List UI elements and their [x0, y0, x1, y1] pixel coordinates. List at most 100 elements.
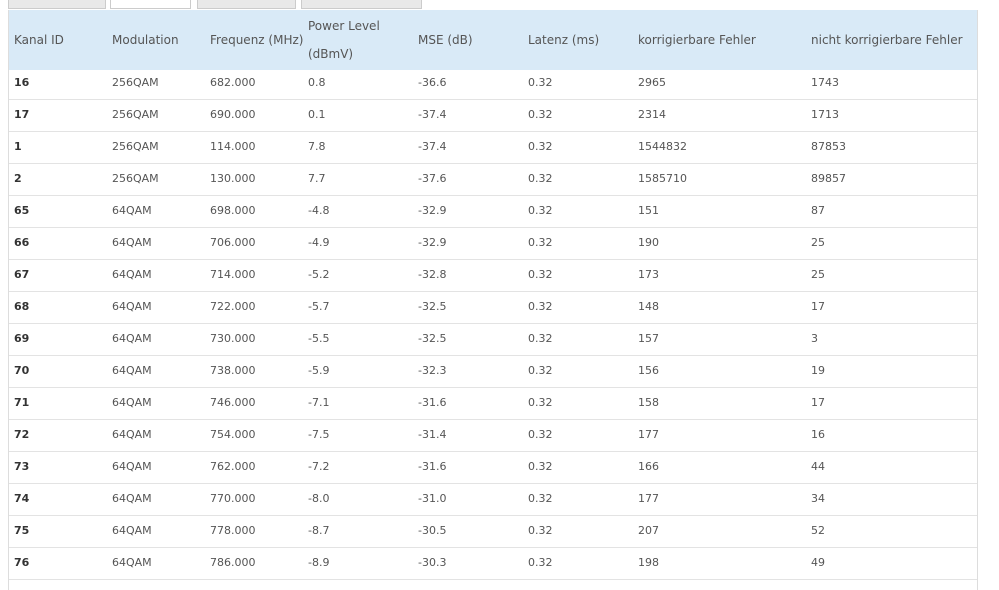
column-header: nicht korrigierbare Fehler: [811, 33, 963, 47]
table-cell: 2314: [638, 108, 666, 121]
table-cell: 0.32: [528, 76, 553, 89]
table-cell: -5.7: [308, 300, 330, 313]
table-cell: -32.9: [418, 204, 447, 217]
table-cell: -4.8: [308, 204, 330, 217]
table-cell: 17: [811, 300, 825, 313]
table-cell: 64QAM: [112, 396, 152, 409]
table-cell: 256QAM: [112, 140, 159, 153]
table-cell: 34: [811, 492, 825, 505]
table-cell: -31.6: [418, 396, 447, 409]
table-cell: 1: [14, 140, 22, 153]
table-cell: 70: [14, 364, 30, 377]
table-cell: -32.9: [418, 236, 447, 249]
table-cell: -32.3: [418, 364, 447, 377]
table-cell: -5.5: [308, 332, 330, 345]
table-cell: 1585710: [638, 172, 687, 185]
table-row: 71 64QAM 746.000 -7.1 -31.6 0.32 158 17: [9, 387, 977, 420]
table-cell: 0.32: [528, 428, 553, 441]
table-cell: 3: [811, 332, 818, 345]
table-cell: 0.32: [528, 172, 553, 185]
table-cell: 770.000: [210, 492, 256, 505]
table-cell: -5.2: [308, 268, 330, 281]
table-row: 66 64QAM 706.000 -4.9 -32.9 0.32 190 25: [9, 227, 977, 260]
table-cell: 256QAM: [112, 76, 159, 89]
table-row: 1 256QAM 114.000 7.8 -37.4 0.32 1544832 87853: [9, 131, 977, 164]
table-cell: 2965: [638, 76, 666, 89]
table-cell: 64QAM: [112, 300, 152, 313]
table-cell: -7.2: [308, 460, 330, 473]
table-cell: 207: [638, 524, 659, 537]
table-row: 75 64QAM 778.000 -8.7 -30.5 0.32 207 52: [9, 515, 977, 548]
table-cell: 114.000: [210, 140, 256, 153]
table-cell: 714.000: [210, 268, 256, 281]
table-row: 76 64QAM 786.000 -8.9 -30.3 0.32 198 49: [9, 547, 977, 580]
column-header: Kanal ID: [14, 33, 64, 47]
tab[interactable]: [301, 0, 422, 9]
table-cell: 1544832: [638, 140, 687, 153]
table-row: 67 64QAM 714.000 -5.2 -32.8 0.32 173 25: [9, 259, 977, 292]
table-cell: 151: [638, 204, 659, 217]
table-cell: 157: [638, 332, 659, 345]
table-cell: 177: [638, 428, 659, 441]
table-cell: -32.8: [418, 268, 447, 281]
table-cell: 52: [811, 524, 825, 537]
table-cell: 706.000: [210, 236, 256, 249]
table-row: 70 64QAM 738.000 -5.9 -32.3 0.32 156 19: [9, 355, 977, 388]
table-cell: 0.32: [528, 492, 553, 505]
table-row: 17 256QAM 690.000 0.1 -37.4 0.32 2314 1713: [9, 99, 977, 132]
table-cell: 0.32: [528, 140, 553, 153]
table-cell: -30.3: [418, 556, 447, 569]
table-cell: 730.000: [210, 332, 256, 345]
table-cell: 76: [14, 556, 30, 569]
table-cell: 0.32: [528, 524, 553, 537]
table-cell: 64QAM: [112, 492, 152, 505]
table-cell: 74: [14, 492, 30, 505]
table-cell: 0.32: [528, 268, 553, 281]
table-cell: 64QAM: [112, 236, 152, 249]
table-cell: 2: [14, 172, 22, 185]
tab[interactable]: [8, 0, 106, 9]
table-cell: 19: [811, 364, 825, 377]
table-cell: 158: [638, 396, 659, 409]
table-cell: 754.000: [210, 428, 256, 441]
table-cell: -31.6: [418, 460, 447, 473]
channel-table: Kanal ID Modulation Frequenz (MHz) Power Le…: [8, 10, 978, 590]
tab[interactable]: [197, 0, 296, 9]
column-header: Latenz (ms): [528, 33, 600, 47]
table-cell: 0.32: [528, 364, 553, 377]
table-cell: 722.000: [210, 300, 256, 313]
table-cell: 75: [14, 524, 30, 537]
table-cell: 64QAM: [112, 460, 152, 473]
table-cell: 173: [638, 268, 659, 281]
table-cell: 0.1: [308, 108, 326, 121]
table-row: 69 64QAM 730.000 -5.5 -32.5 0.32 157 3: [9, 323, 977, 356]
table-cell: 762.000: [210, 460, 256, 473]
table-cell: 64QAM: [112, 332, 152, 345]
table-cell: 64QAM: [112, 268, 152, 281]
tab-active[interactable]: [110, 0, 191, 9]
table-cell: 0.32: [528, 556, 553, 569]
table-cell: 0.8: [308, 76, 326, 89]
table-cell: 0.32: [528, 332, 553, 345]
table-cell: 7.7: [308, 172, 326, 185]
table-cell: 71: [14, 396, 30, 409]
table-cell: 682.000: [210, 76, 256, 89]
table-cell: -37.4: [418, 108, 447, 121]
table-row: 68 64QAM 722.000 -5.7 -32.5 0.32 148 17: [9, 291, 977, 324]
table-cell: 16: [14, 76, 30, 89]
table-cell: 256QAM: [112, 108, 159, 121]
table-cell: 17: [811, 396, 825, 409]
table-cell: 16: [811, 428, 825, 441]
table-cell: 72: [14, 428, 30, 441]
table-cell: 746.000: [210, 396, 256, 409]
table-cell: 786.000: [210, 556, 256, 569]
table-cell: 64QAM: [112, 556, 152, 569]
table-cell: -32.5: [418, 332, 447, 345]
table-row: 73 64QAM 762.000 -7.2 -31.6 0.32 166 44: [9, 451, 977, 484]
table-cell: -30.5: [418, 524, 447, 537]
table-cell: 778.000: [210, 524, 256, 537]
table-cell: 1743: [811, 76, 839, 89]
table-cell: -8.9: [308, 556, 330, 569]
table-cell: -8.0: [308, 492, 330, 505]
